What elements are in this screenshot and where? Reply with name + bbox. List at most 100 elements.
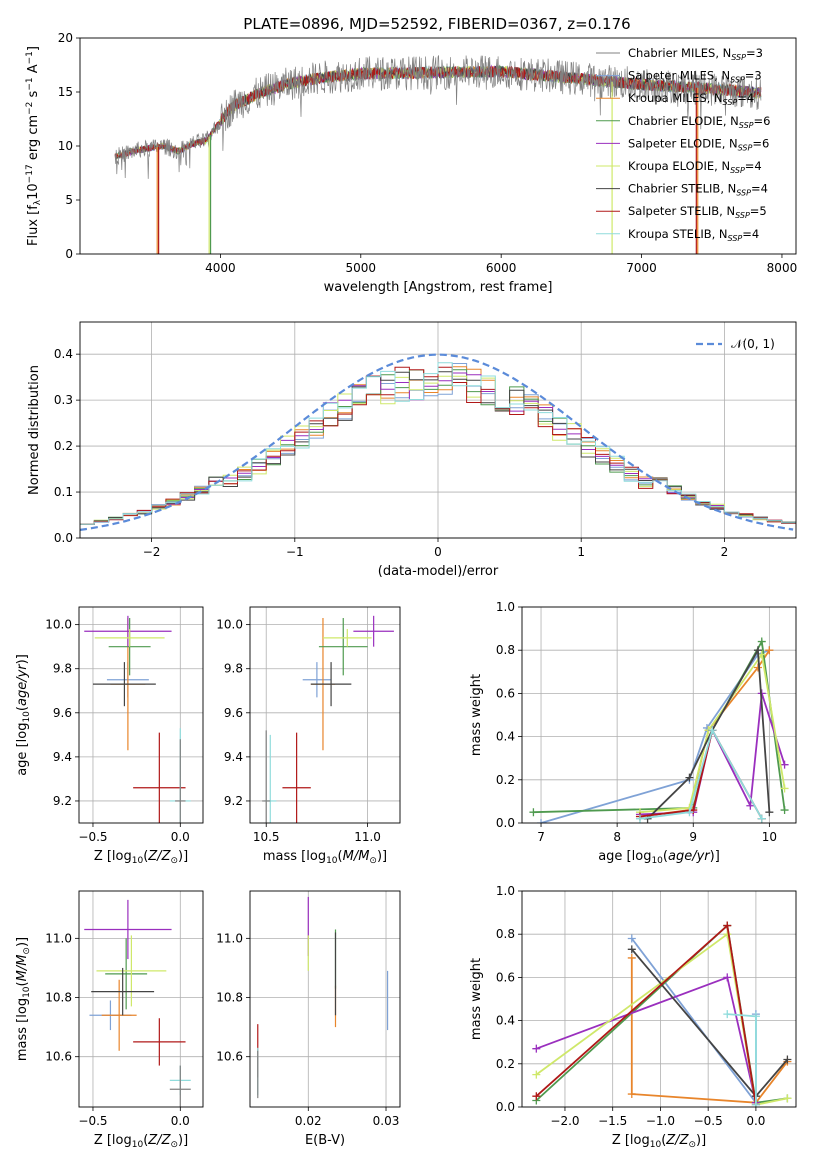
error-bar-point <box>133 732 186 823</box>
error-bar-point <box>353 615 394 647</box>
x-tick-label: 2 <box>721 545 729 559</box>
axes-frame <box>78 606 204 824</box>
weight-marker <box>537 819 546 823</box>
y-axis-label: age [log10(age/yr)] <box>15 654 32 776</box>
panel-residuals: −2 −1 0 1 2 0.0 0.1 0.2 0.3 0.4 (data-model)/error… <box>27 321 797 579</box>
y-tick-label: 9.4 <box>224 750 243 764</box>
panel-age-weight: 7 8 9 10 0.0 0.2 0.4 0.6 0.8 1.0 age [log10(age/yr… <box>469 600 797 866</box>
y-tick-label: 9.6 <box>224 706 243 720</box>
panel-z-age: −0.5 0.0 9.2 9.4 9.6 9.8 10.0 Z [log10(Z/Z⊙)] ag… <box>15 606 204 866</box>
y-tick-label: 0.8 <box>496 643 515 657</box>
axes-frame <box>79 37 797 255</box>
weight-marker <box>627 1090 636 1099</box>
weight-marker <box>723 930 732 939</box>
panel-z-mass: −0.5 0.0 10.6 10.8 11.0 Z [log10(Z/Z⊙)] mass [… <box>15 890 204 1150</box>
y-tick-label: 11.0 <box>45 931 72 945</box>
weight-marker <box>723 973 732 982</box>
x-tick-label: 1 <box>577 545 585 559</box>
axes-frame <box>521 890 797 1108</box>
y-tick-label: 0.0 <box>496 816 515 830</box>
y-tick-label: 10.0 <box>45 618 72 632</box>
legend-entry: Chabrier STELIB, NSSP=4 <box>628 182 768 198</box>
legend: 𝒩(0, 1) <box>696 337 775 351</box>
panel-mass-age: 10.5 11.0 9.2 9.4 9.6 9.8 10.0 mass [log10(M/M⊙… <box>216 606 401 866</box>
x-tick-label: −0.5 <box>78 1114 107 1128</box>
plot-area <box>529 637 789 823</box>
y-tick-label: 0.6 <box>496 970 515 984</box>
x-tick-label: 5000 <box>346 261 377 275</box>
weight-marker <box>532 1044 541 1053</box>
residual-histogram-3 <box>80 369 796 525</box>
error-bar-point <box>84 615 172 647</box>
plot-area <box>262 615 394 823</box>
figure-title: PLATE=0896, MJD=52592, FIBERID=0367, z=0… <box>243 15 630 33</box>
y-tick-label: 10.6 <box>45 1050 72 1064</box>
residual-histogram-8 <box>80 362 796 525</box>
x-tick-label: −1.5 <box>598 1114 627 1128</box>
x-tick-label: 9 <box>689 830 697 844</box>
weight-series-8 <box>639 727 763 820</box>
y-tick-label: 9.6 <box>53 706 72 720</box>
weight-marker <box>685 773 694 782</box>
x-axis-label: Z [log10(Z/Z⊙)] <box>612 1133 706 1150</box>
legend-entry: Chabrier MILES, NSSP=3 <box>628 46 763 62</box>
weight-marker <box>751 1100 760 1107</box>
weight-marker <box>765 808 774 817</box>
axes-frame <box>249 890 401 1108</box>
weight-marker <box>685 808 694 817</box>
weight-marker <box>635 814 644 823</box>
error-bar-point <box>94 629 165 647</box>
legend-entry: Chabrier ELODIE, NSSP=6 <box>628 114 770 130</box>
y-axis-label: Normed distribution <box>27 365 42 495</box>
normal-curve <box>80 353 794 531</box>
y-tick-label: 0.4 <box>496 1014 515 1028</box>
y-tick-label: 0.8 <box>496 927 515 941</box>
y-tick-label: 0.0 <box>496 1100 515 1114</box>
weight-marker <box>708 726 717 735</box>
x-axis-label: Z [log10(Z/Z⊙)] <box>94 849 188 866</box>
error-bar-point <box>322 629 372 647</box>
weight-marker <box>753 646 762 655</box>
legend-entry: 𝒩(0, 1) <box>731 337 775 351</box>
plot-area <box>257 896 389 1099</box>
plot-area <box>84 615 191 823</box>
panel-ebv-mass: 0.02 0.03 10.6 10.8 11.0 E(B-V) <box>216 890 401 1148</box>
error-bar-point <box>91 967 155 1016</box>
x-tick-label: 0 <box>434 545 442 559</box>
error-bar-point <box>302 662 332 698</box>
legend: Chabrier MILES, NSSP=3 Salpeter MILES, NS… <box>596 46 770 243</box>
x-tick-label: 0.02 <box>295 1114 322 1128</box>
weight-marker <box>627 953 636 962</box>
x-tick-label: −0.5 <box>78 830 107 844</box>
y-axis-label: mass weight <box>469 958 484 1040</box>
panel-z-weight: −2.0 −1.5 −1.0 −0.5 0.0 0.0 0.2 0.4 0.6 0.8 1.0 Z [… <box>469 884 797 1150</box>
y-tick-label: 11.0 <box>216 931 243 945</box>
error-bar-point <box>282 732 311 823</box>
x-tick-label: 0.03 <box>373 1114 400 1128</box>
weight-marker <box>746 801 755 810</box>
x-tick-label: −2 <box>143 545 161 559</box>
y-tick-label: 10.6 <box>216 1050 243 1064</box>
weight-series-3 <box>533 638 786 814</box>
x-tick-label: −1 <box>286 545 304 559</box>
y-tick-label: 20 <box>58 31 73 45</box>
spectrum-series-0 <box>114 55 762 179</box>
weight-marker <box>765 646 774 655</box>
plot-area <box>532 921 792 1107</box>
x-tick-label: 11.0 <box>354 830 381 844</box>
weight-marker <box>532 1070 541 1079</box>
y-axis-label: mass [log10(M/M⊙)] <box>15 937 32 1061</box>
x-tick-label: 7000 <box>626 261 657 275</box>
y-tick-label: 10.8 <box>45 991 72 1005</box>
error-bar-point <box>169 1065 191 1107</box>
y-tick-label: 9.2 <box>53 794 72 808</box>
error-bar-point <box>175 739 186 823</box>
x-axis-label: age [log10(age/yr)] <box>598 849 720 866</box>
x-tick-label: 8 <box>613 830 621 844</box>
axes-frame <box>521 606 797 824</box>
axes-frame <box>79 321 797 539</box>
error-bar-point <box>310 662 352 707</box>
error-bar-point <box>133 1018 186 1066</box>
error-bar-point <box>318 618 368 676</box>
